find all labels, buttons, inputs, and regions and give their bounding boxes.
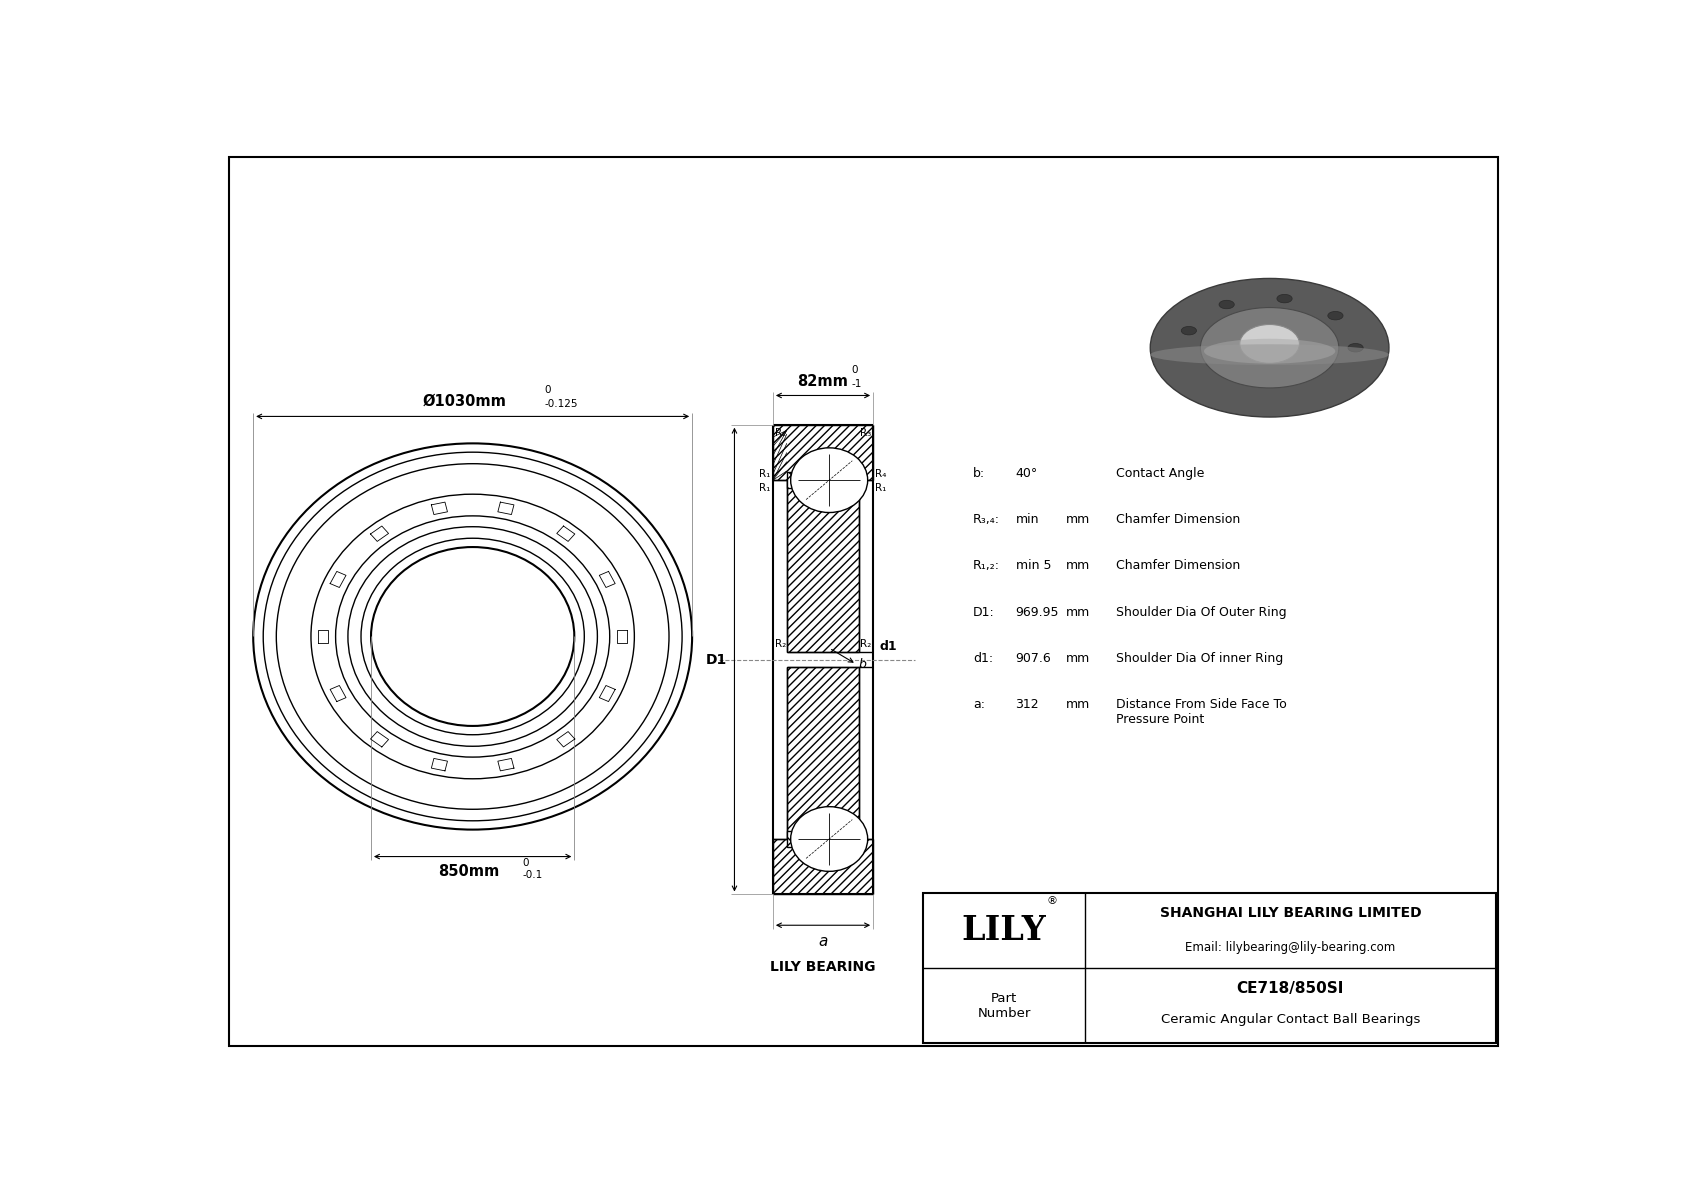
Text: min: min	[1015, 513, 1039, 526]
Text: Email: lilybearing@lily-bearing.com: Email: lilybearing@lily-bearing.com	[1186, 941, 1396, 954]
Text: R₂: R₂	[775, 428, 786, 438]
Text: d1:: d1:	[973, 651, 994, 665]
Bar	[786, 831, 798, 847]
Ellipse shape	[1347, 343, 1362, 353]
Text: -0.125: -0.125	[544, 399, 578, 409]
Ellipse shape	[1204, 338, 1335, 363]
Text: 907.6: 907.6	[1015, 651, 1051, 665]
Text: D1:: D1:	[973, 606, 995, 618]
Bar	[786, 667, 859, 838]
Text: Ø1030mm: Ø1030mm	[423, 394, 507, 409]
Text: Distance From Side Face To
Pressure Point: Distance From Side Face To Pressure Poin…	[1115, 698, 1287, 727]
Text: R₁: R₁	[758, 468, 770, 479]
Ellipse shape	[791, 806, 867, 872]
Text: 312: 312	[1015, 698, 1039, 711]
Text: a: a	[818, 935, 829, 949]
Text: R₃: R₃	[861, 428, 872, 438]
Text: R₂: R₂	[861, 638, 872, 649]
Text: -1: -1	[852, 379, 862, 389]
Text: mm: mm	[1066, 698, 1090, 711]
Text: Shoulder Dia Of Outer Ring: Shoulder Dia Of Outer Ring	[1115, 606, 1287, 618]
Text: Shoulder Dia Of inner Ring: Shoulder Dia Of inner Ring	[1115, 651, 1283, 665]
Text: -0.1: -0.1	[522, 871, 542, 880]
Bar	[786, 480, 859, 651]
Bar	[786, 473, 798, 488]
Text: R₃,₄:: R₃,₄:	[973, 513, 1000, 526]
Text: Part
Number: Part Number	[977, 992, 1031, 1019]
Text: LILY BEARING: LILY BEARING	[770, 960, 876, 974]
Ellipse shape	[1150, 279, 1389, 417]
Text: CE718/850SI: CE718/850SI	[1236, 980, 1344, 996]
Text: Ceramic Angular Contact Ball Bearings: Ceramic Angular Contact Ball Bearings	[1160, 1014, 1420, 1027]
Text: ®: ®	[1046, 896, 1058, 906]
Text: R₁,₂:: R₁,₂:	[973, 560, 1000, 573]
Ellipse shape	[791, 448, 867, 512]
Ellipse shape	[1201, 307, 1339, 388]
Text: 969.95: 969.95	[1015, 606, 1059, 618]
Text: D1: D1	[706, 653, 727, 667]
Text: a:: a:	[973, 698, 985, 711]
Text: 850mm: 850mm	[438, 865, 500, 879]
Text: Contact Angle: Contact Angle	[1115, 467, 1204, 480]
Ellipse shape	[1219, 300, 1234, 308]
Ellipse shape	[1180, 326, 1197, 335]
Text: R₁: R₁	[758, 484, 770, 493]
Text: LILY: LILY	[962, 913, 1046, 947]
Text: b: b	[859, 659, 866, 672]
Ellipse shape	[1239, 324, 1300, 363]
Text: R₁: R₁	[874, 484, 886, 493]
Text: mm: mm	[1066, 606, 1090, 618]
Text: 40°: 40°	[1015, 467, 1037, 480]
Text: d1: d1	[879, 641, 898, 654]
Bar	[773, 425, 872, 480]
Ellipse shape	[1150, 344, 1389, 366]
Text: b:: b:	[973, 467, 985, 480]
Text: mm: mm	[1066, 560, 1090, 573]
Text: R₄: R₄	[874, 468, 886, 479]
Text: SHANGHAI LILY BEARING LIMITED: SHANGHAI LILY BEARING LIMITED	[1160, 906, 1421, 921]
Ellipse shape	[1276, 294, 1292, 303]
Text: 0: 0	[852, 364, 859, 375]
Text: R₂: R₂	[775, 638, 786, 649]
Text: mm: mm	[1066, 513, 1090, 526]
Text: 0: 0	[544, 385, 551, 395]
Bar	[773, 838, 872, 894]
Ellipse shape	[1327, 311, 1344, 320]
Text: Chamfer Dimension: Chamfer Dimension	[1115, 560, 1239, 573]
Text: min 5: min 5	[1015, 560, 1051, 573]
Text: 82mm: 82mm	[798, 374, 849, 389]
Text: 0: 0	[522, 858, 529, 868]
Text: Chamfer Dimension: Chamfer Dimension	[1115, 513, 1239, 526]
Bar	[923, 893, 1495, 1043]
Text: mm: mm	[1066, 651, 1090, 665]
